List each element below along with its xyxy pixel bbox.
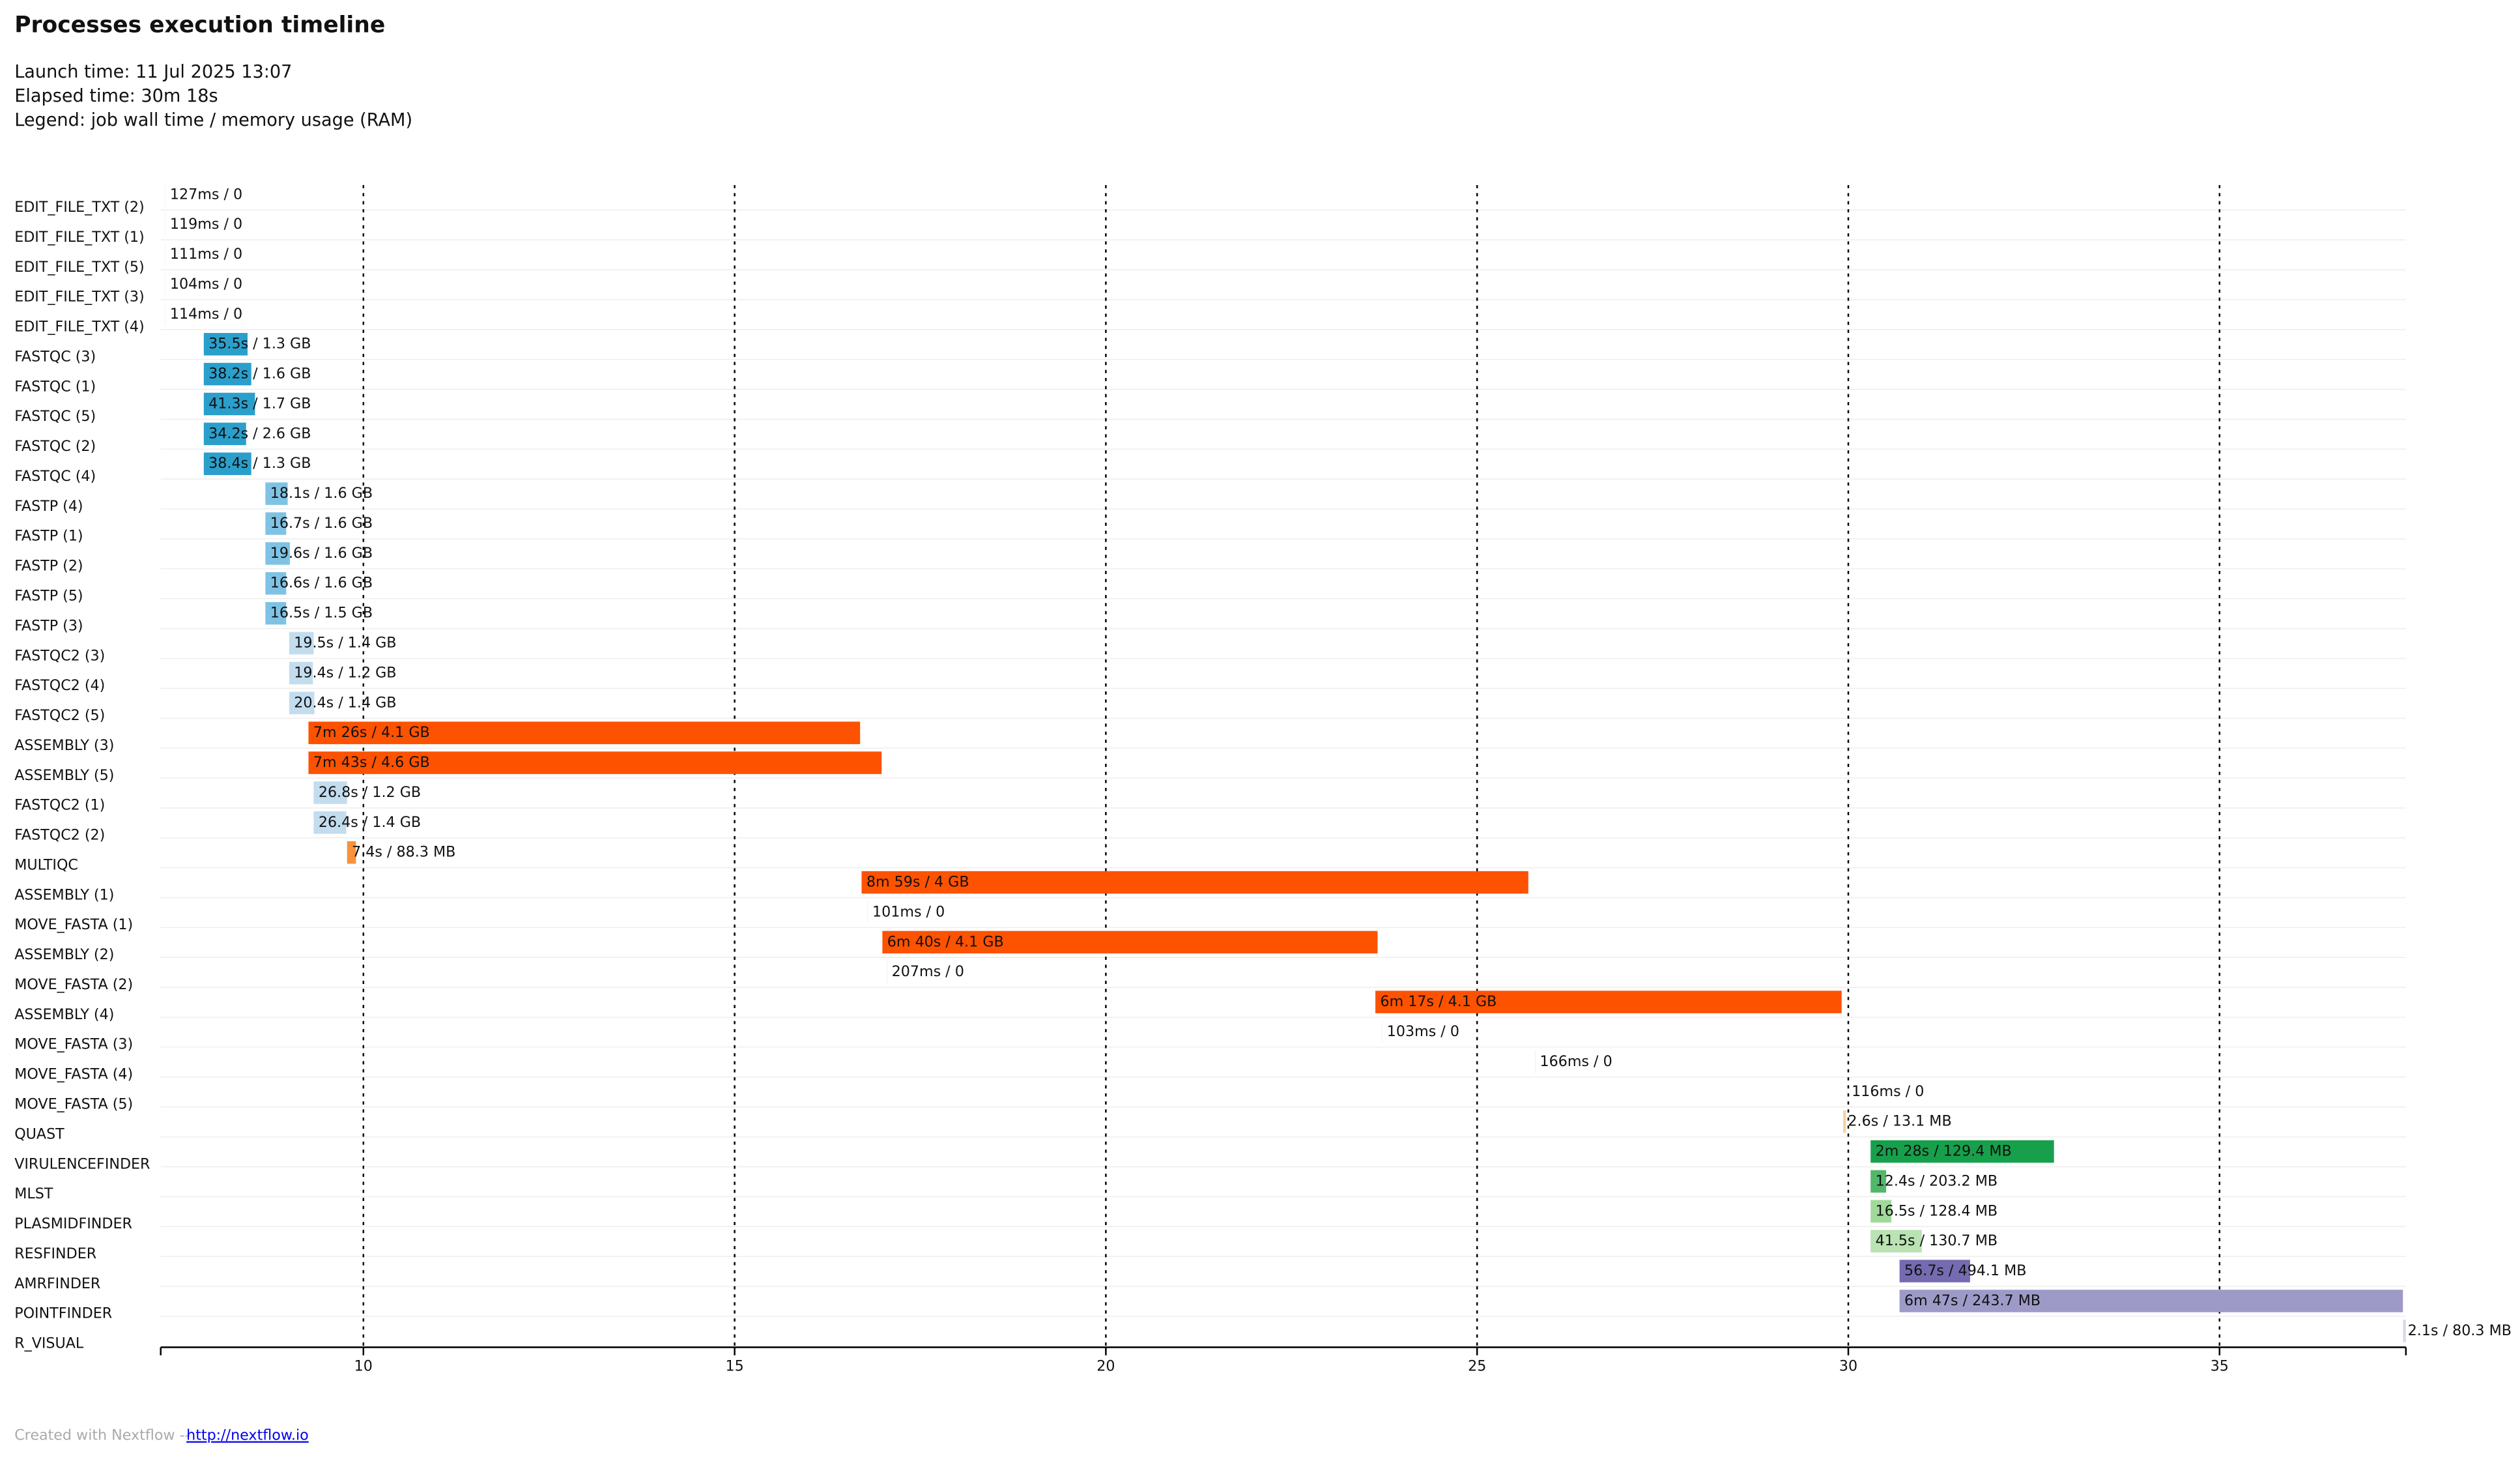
task-label: 26.4s / 1.4 GB xyxy=(319,814,421,831)
task-label: 2.1s / 80.3 MB xyxy=(2408,1322,2512,1339)
x-tick-label: 25 xyxy=(1468,1358,1486,1375)
task-label: 101ms / 0 xyxy=(872,903,945,920)
x-tick-label: 35 xyxy=(2211,1358,2229,1375)
chart-title: Processes execution timeline xyxy=(14,12,385,38)
x-tick-label: 20 xyxy=(1096,1358,1115,1375)
task-name: FASTQC2 (1) xyxy=(14,797,105,814)
task-label: 6m 40s / 4.1 GB xyxy=(887,933,1004,950)
task-name: ASSEMBLY (2) xyxy=(14,946,114,963)
task-bar xyxy=(1843,1110,1846,1133)
task-label: 56.7s / 494.1 MB xyxy=(1904,1262,2026,1279)
task-label: 20.4s / 1.4 GB xyxy=(294,694,396,711)
task-label: 38.2s / 1.6 GB xyxy=(208,366,311,383)
task-name: MULTIQC xyxy=(14,856,78,873)
task-name: EDIT_FILE_TXT (3) xyxy=(14,289,144,306)
task-name: ASSEMBLY (5) xyxy=(14,767,114,784)
task-label: 8m 59s / 4 GB xyxy=(866,874,969,891)
task-label: 2.6s / 13.1 MB xyxy=(1848,1113,1951,1130)
task-label: 7m 43s / 4.6 GB xyxy=(313,754,430,771)
task-label: 38.4s / 1.3 GB xyxy=(208,455,311,472)
task-name: FASTP (4) xyxy=(14,498,83,515)
task-label: 26.8s / 1.2 GB xyxy=(319,784,421,801)
task-name: ASSEMBLY (4) xyxy=(14,1006,114,1023)
task-label: 41.3s / 1.7 GB xyxy=(208,395,311,412)
task-label: 19.4s / 1.2 GB xyxy=(294,664,396,681)
legend: Legend: job wall time / memory usage (RA… xyxy=(14,110,412,130)
task-bar xyxy=(2403,1320,2406,1342)
task-name: FASTQC2 (4) xyxy=(14,677,105,694)
task-label: 127ms / 0 xyxy=(170,186,242,203)
task-label: 41.5s / 130.7 MB xyxy=(1876,1232,1997,1249)
task-label: 7m 26s / 4.1 GB xyxy=(313,724,430,741)
task-name: FASTQC (4) xyxy=(14,468,96,485)
task-label: 19.5s / 1.4 GB xyxy=(294,635,396,652)
task-label: 16.5s / 1.5 GB xyxy=(270,605,373,622)
x-tick-label: 10 xyxy=(354,1358,373,1375)
task-name: EDIT_FILE_TXT (1) xyxy=(14,229,144,246)
task-name: FASTP (3) xyxy=(14,617,83,634)
task-name: FASTP (5) xyxy=(14,587,83,604)
task-label: 16.6s / 1.6 GB xyxy=(270,575,373,592)
task-name: FASTQC2 (5) xyxy=(14,707,105,724)
footer-link[interactable]: http://nextflow.io xyxy=(186,1427,309,1444)
task-label: 12.4s / 203.2 MB xyxy=(1876,1172,1997,1189)
task-label: 16.5s / 128.4 MB xyxy=(1876,1202,1997,1219)
task-label: 111ms / 0 xyxy=(170,246,242,263)
task-name: EDIT_FILE_TXT (5) xyxy=(14,259,144,276)
task-label: 7.4s / 88.3 MB xyxy=(352,844,455,861)
task-label: 18.1s / 1.6 GB xyxy=(270,485,373,502)
task-name: EDIT_FILE_TXT (4) xyxy=(14,319,144,336)
task-name: MOVE_FASTA (2) xyxy=(14,976,133,993)
task-name: FASTQC (3) xyxy=(14,348,96,365)
elapsed-time: Elapsed time: 30m 18s xyxy=(14,86,218,106)
x-tick-label: 15 xyxy=(725,1358,743,1375)
task-name: MOVE_FASTA (5) xyxy=(14,1096,133,1113)
task-name: VIRULENCEFINDER xyxy=(14,1155,150,1172)
task-label: 114ms / 0 xyxy=(170,306,242,323)
task-name: FASTQC (5) xyxy=(14,408,96,425)
task-label: 103ms / 0 xyxy=(1387,1023,1459,1040)
task-name: FASTQC2 (3) xyxy=(14,647,105,664)
task-label: 6m 17s / 4.1 GB xyxy=(1380,993,1496,1010)
task-label: 35.5s / 1.3 GB xyxy=(208,336,311,353)
task-label: 2m 28s / 129.4 MB xyxy=(1876,1143,2012,1160)
task-name: PLASMIDFINDER xyxy=(14,1215,132,1232)
task-name: FASTQC2 (2) xyxy=(14,827,105,844)
task-label: 119ms / 0 xyxy=(170,216,242,233)
x-tick-label: 30 xyxy=(1839,1358,1857,1375)
task-name: R_VISUAL xyxy=(14,1335,84,1352)
task-label: 34.2s / 2.6 GB xyxy=(208,425,311,442)
task-name: ASSEMBLY (1) xyxy=(14,886,114,903)
task-name: FASTQC (2) xyxy=(14,438,96,455)
task-name: FASTQC (1) xyxy=(14,378,96,395)
task-name: FASTP (2) xyxy=(14,558,83,575)
task-name: EDIT_FILE_TXT (2) xyxy=(14,199,144,216)
task-name: AMRFINDER xyxy=(14,1275,100,1292)
task-name: MOVE_FASTA (4) xyxy=(14,1066,133,1083)
launch-time: Launch time: 11 Jul 2025 13:07 xyxy=(14,62,292,82)
task-label: 104ms / 0 xyxy=(170,276,242,293)
task-name: MOVE_FASTA (1) xyxy=(14,916,133,933)
task-name: RESFINDER xyxy=(14,1245,96,1262)
task-label: 6m 47s / 243.7 MB xyxy=(1904,1292,2040,1309)
task-name: MOVE_FASTA (3) xyxy=(14,1036,133,1053)
task-name: FASTP (1) xyxy=(14,528,83,545)
task-label: 16.7s / 1.6 GB xyxy=(270,515,373,532)
task-label: 207ms / 0 xyxy=(892,963,964,980)
task-label: 166ms / 0 xyxy=(1539,1053,1612,1070)
task-label: 116ms / 0 xyxy=(1852,1083,1924,1100)
footer-text: Created with Nextflow -- xyxy=(14,1427,190,1444)
task-name: ASSEMBLY (3) xyxy=(14,737,114,754)
task-name: POINTFINDER xyxy=(14,1305,112,1322)
task-name: MLST xyxy=(14,1185,53,1202)
task-name: QUAST xyxy=(14,1125,64,1142)
task-label: 19.6s / 1.6 GB xyxy=(270,545,373,562)
